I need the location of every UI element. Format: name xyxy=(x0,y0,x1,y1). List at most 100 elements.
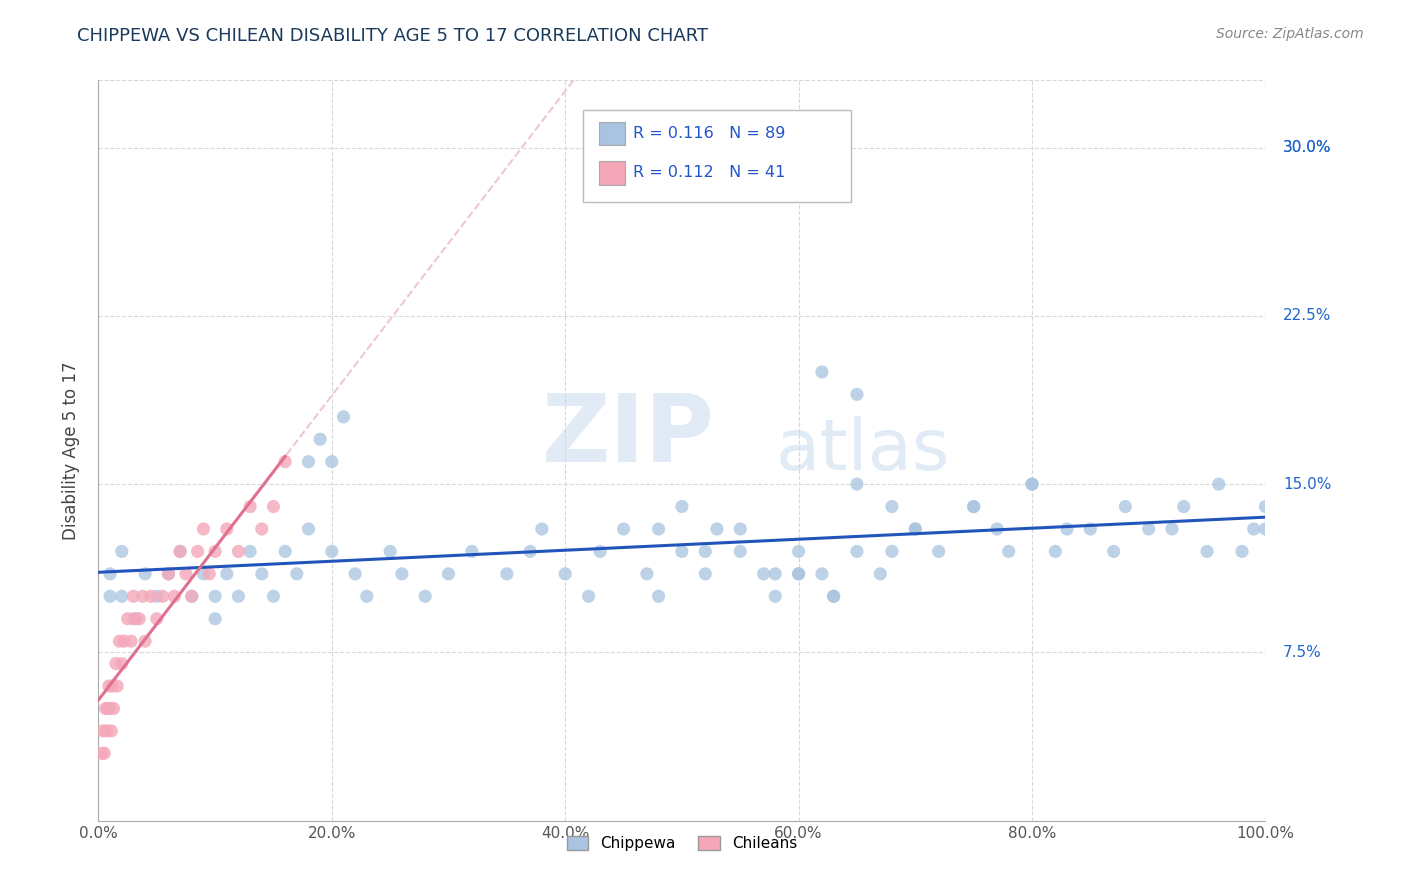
Point xyxy=(134,634,156,648)
Point xyxy=(763,589,786,603)
Text: CHIPPEWA VS CHILEAN DISABILITY AGE 5 TO 17 CORRELATION CHART: CHIPPEWA VS CHILEAN DISABILITY AGE 5 TO … xyxy=(77,27,709,45)
Point xyxy=(391,566,413,581)
Point xyxy=(215,566,238,581)
Point xyxy=(105,679,128,693)
FancyBboxPatch shape xyxy=(582,110,851,202)
Point xyxy=(321,544,343,558)
Point xyxy=(321,455,343,469)
Text: ZIP: ZIP xyxy=(541,390,714,482)
Point xyxy=(554,566,576,581)
Point xyxy=(152,589,174,603)
Point xyxy=(730,544,752,558)
Point xyxy=(111,544,134,558)
Point xyxy=(98,701,121,715)
Point xyxy=(297,455,319,469)
FancyBboxPatch shape xyxy=(599,121,624,145)
Point xyxy=(309,432,332,446)
Point xyxy=(380,544,402,558)
Point xyxy=(997,544,1019,558)
Point xyxy=(332,409,354,424)
Point xyxy=(1230,544,1253,558)
Point xyxy=(239,500,262,514)
Point xyxy=(93,747,115,761)
Point xyxy=(128,612,150,626)
Point xyxy=(706,522,728,536)
Point xyxy=(274,544,297,558)
Point xyxy=(1243,522,1265,536)
Text: 22.5%: 22.5% xyxy=(1282,309,1331,323)
Point xyxy=(108,634,131,648)
Point xyxy=(122,589,145,603)
Point xyxy=(180,589,202,603)
Point xyxy=(215,522,238,536)
Point xyxy=(101,679,124,693)
Point xyxy=(846,477,869,491)
Point xyxy=(132,589,155,603)
Point xyxy=(112,634,135,648)
Point xyxy=(962,500,984,514)
Legend: Chippewa, Chileans: Chippewa, Chileans xyxy=(561,830,803,857)
Point xyxy=(146,589,169,603)
Point xyxy=(1102,544,1125,558)
Point xyxy=(1114,500,1136,514)
Point xyxy=(111,657,134,671)
Point xyxy=(187,544,209,558)
Point xyxy=(589,544,612,558)
Point xyxy=(413,589,436,603)
Point xyxy=(163,589,186,603)
Point xyxy=(98,566,121,581)
Point xyxy=(157,566,180,581)
Text: R = 0.112   N = 41: R = 0.112 N = 41 xyxy=(633,165,786,180)
Point xyxy=(1254,500,1277,514)
Point xyxy=(117,612,139,626)
Point xyxy=(193,522,215,536)
Point xyxy=(671,500,693,514)
Point xyxy=(904,522,927,536)
Point xyxy=(204,589,226,603)
Point xyxy=(344,566,367,581)
Point xyxy=(880,544,903,558)
Point xyxy=(928,544,950,558)
Point xyxy=(297,522,319,536)
Point xyxy=(787,566,810,581)
Point xyxy=(146,612,169,626)
Point xyxy=(180,589,202,603)
Point xyxy=(1021,477,1043,491)
Point xyxy=(134,566,156,581)
Text: 30.0%: 30.0% xyxy=(1282,140,1331,155)
Text: 30.0%: 30.0% xyxy=(1282,140,1331,155)
Point xyxy=(437,566,460,581)
Point xyxy=(846,544,869,558)
Point xyxy=(1045,544,1067,558)
Point xyxy=(519,544,541,558)
Point xyxy=(111,589,134,603)
Point xyxy=(612,522,634,536)
Point xyxy=(530,522,553,536)
Point xyxy=(204,544,226,558)
Point xyxy=(1056,522,1078,536)
Point xyxy=(671,544,693,558)
Point xyxy=(695,566,717,581)
Point xyxy=(846,387,869,401)
Point xyxy=(647,589,669,603)
Point xyxy=(94,701,117,715)
Point xyxy=(274,455,297,469)
Point xyxy=(636,566,658,581)
Point xyxy=(139,589,162,603)
Point xyxy=(250,566,273,581)
Point xyxy=(752,566,775,581)
Point xyxy=(250,522,273,536)
Text: 7.5%: 7.5% xyxy=(1282,645,1322,660)
Point xyxy=(262,500,284,514)
Point xyxy=(239,544,262,558)
Point xyxy=(1161,522,1184,536)
Point xyxy=(97,679,120,693)
Point xyxy=(262,589,284,603)
Point xyxy=(880,500,903,514)
Point xyxy=(100,723,122,738)
Point xyxy=(869,566,891,581)
Point xyxy=(97,701,120,715)
Point xyxy=(120,634,142,648)
Point xyxy=(198,566,221,581)
Point xyxy=(169,544,191,558)
